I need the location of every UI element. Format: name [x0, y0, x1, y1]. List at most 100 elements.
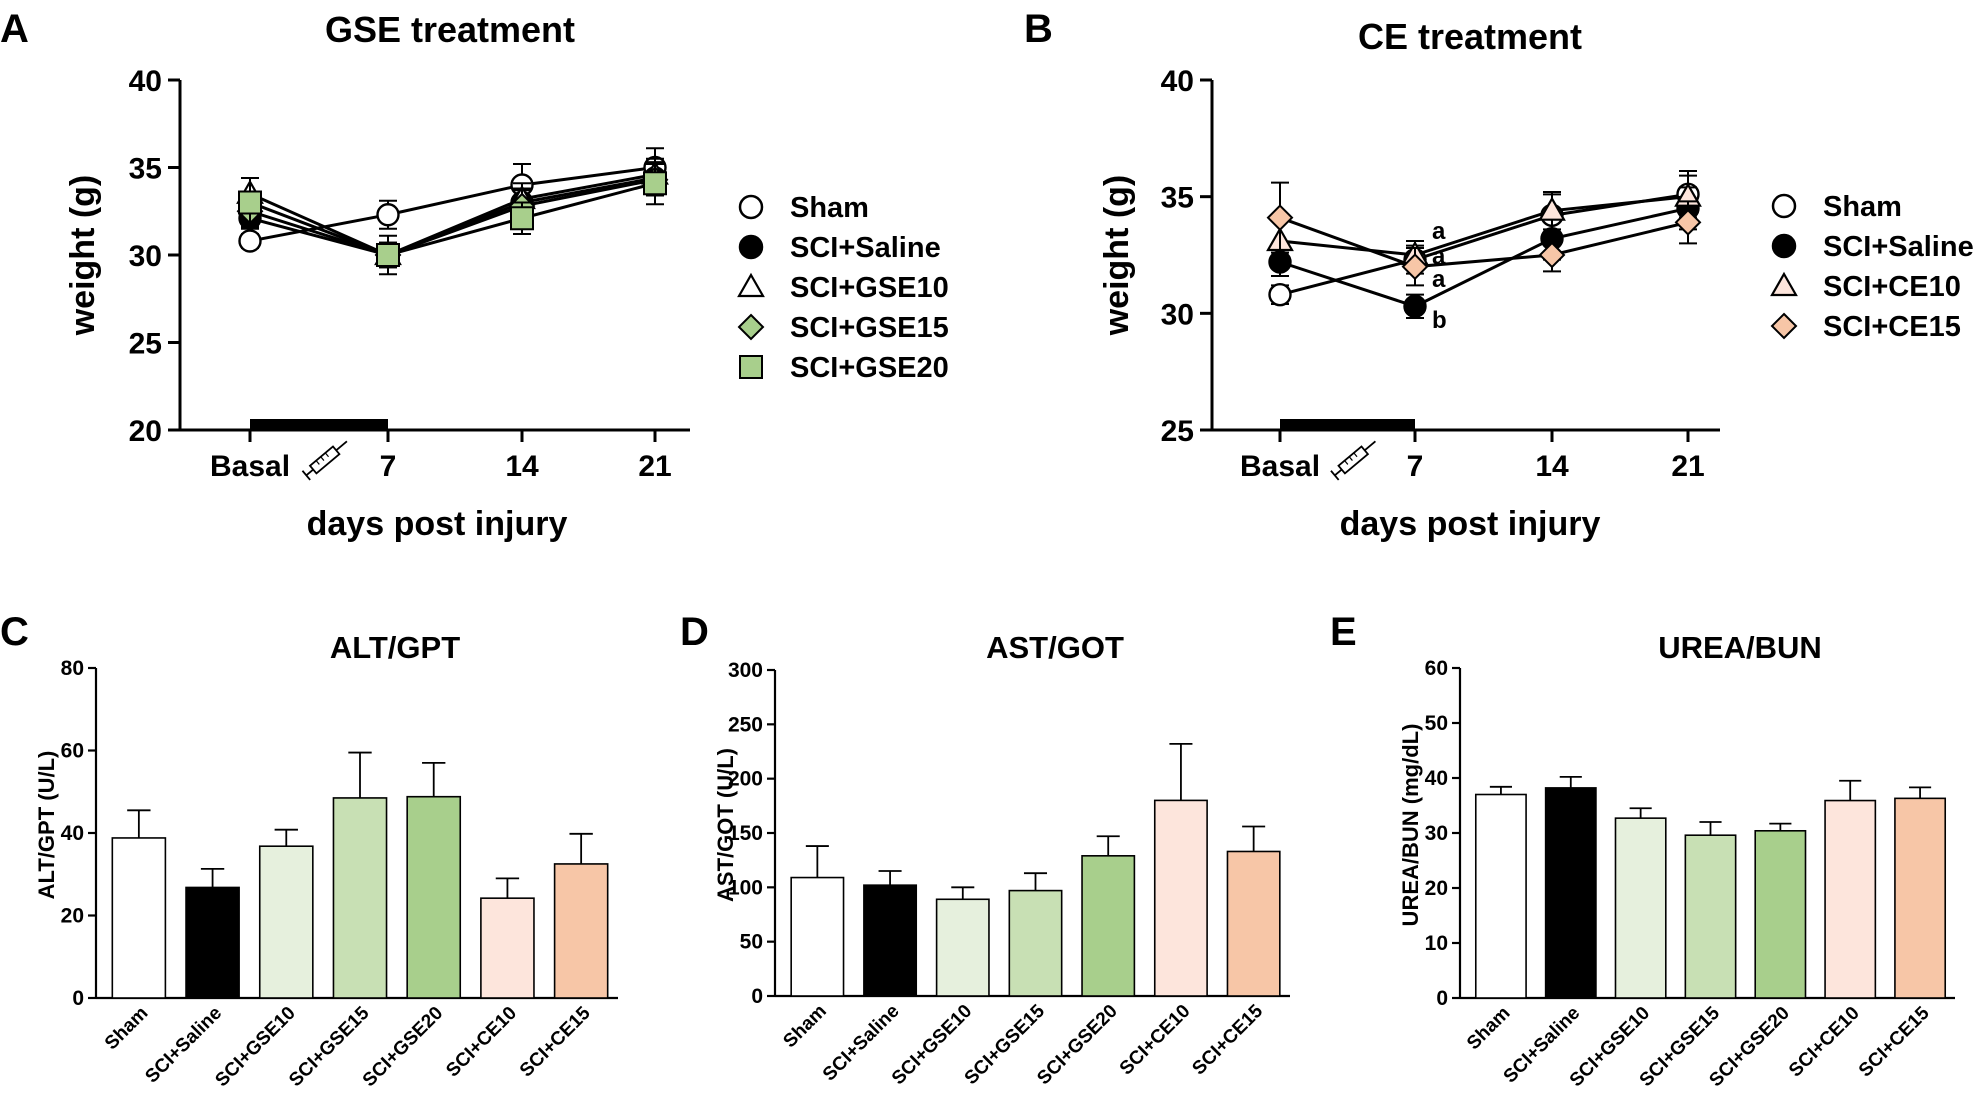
bar-sham: [111, 837, 167, 999]
y-tick-label-300: 300: [728, 659, 763, 682]
legend-marker-gse20: [739, 355, 763, 379]
y-tick-label-25: 25: [129, 328, 162, 361]
data-point-sci-saline: [1403, 294, 1427, 319]
syringe-needle: [1364, 440, 1376, 451]
chart-title-d: AST/GOT: [986, 630, 1124, 665]
y-tick-label-30: 30: [129, 240, 162, 273]
bar-sci-saline: [863, 884, 918, 997]
data-point-sham: [238, 229, 262, 253]
data-point-sham: [1268, 282, 1292, 307]
syringe-tick-1: [1348, 456, 1353, 461]
syringe-icon: [301, 440, 348, 481]
y-tick-label-150: 150: [728, 822, 763, 845]
bar-sci-ce15: [553, 863, 609, 999]
y-tick-label-0: 0: [751, 985, 763, 1008]
legend-marker-saline-b: [1771, 233, 1797, 259]
bar-sci-saline: [185, 886, 240, 999]
legend-marker-sham: [738, 194, 764, 220]
bar-sci-gse10: [258, 845, 314, 999]
y-tick-label-30: 30: [1161, 298, 1194, 331]
bar-sham: [790, 876, 845, 997]
series-line-sham: [1279, 192, 1689, 297]
x-tick-label-sci-ce10: SCI+CE10: [1116, 1001, 1195, 1080]
chart-title-b: CE treatment: [1358, 16, 1582, 57]
data-point-sci-gse20: [238, 190, 262, 215]
syringe-tick-0: [1344, 460, 1349, 465]
x-tick-label-sci-ce15: SCI+CE15: [1188, 1000, 1267, 1079]
x-tick-label-basal: Basal: [210, 450, 290, 483]
legend-label-gse10: SCI+GSE10: [790, 272, 949, 304]
legend-marker-gse10: [737, 272, 765, 298]
series-line-sci-ce15: [1279, 216, 1689, 269]
y-tick-label-20: 20: [61, 905, 84, 928]
series-line-sci-gse10: [249, 173, 656, 257]
legend-marker-gse15: [737, 313, 765, 341]
bar-sci-ce15: [1226, 850, 1281, 997]
bar-sci-gse20: [1081, 855, 1136, 997]
bar-sci-ce15: [1894, 797, 1947, 999]
y-tick-label-200: 200: [728, 768, 763, 791]
data-point-sci-ce15: [1538, 241, 1566, 269]
legend-marker-saline: [738, 234, 764, 260]
syringe-needle: [335, 440, 348, 451]
x-tick-label-14: 14: [1535, 450, 1569, 483]
bar-sci-gse20: [1754, 829, 1807, 999]
y-tick-label-40: 40: [129, 65, 162, 98]
x-tick-label-7: 7: [1407, 450, 1424, 483]
y-tick-label-100: 100: [728, 876, 763, 899]
data-point-sci-gse20: [643, 171, 667, 196]
syringe-plunger: [305, 468, 314, 477]
x-tick-label-sci-ce15: SCI+CE15: [1855, 1002, 1934, 1081]
bar-sci-gse15: [1008, 889, 1063, 997]
y-tick-label-40: 40: [1161, 65, 1194, 98]
x-axis-label-a: days post injury: [307, 505, 568, 543]
series-line-sci-saline: [1279, 206, 1689, 308]
y-tick-label-20: 20: [1425, 877, 1448, 900]
series-sci-saline: [1268, 186, 1700, 319]
data-point-sci-gse20: [376, 243, 400, 267]
x-tick-label-14: 14: [505, 450, 539, 483]
syringe-barrel: [308, 445, 341, 475]
syringe-plunger-head: [1330, 470, 1340, 481]
y-tick-label-40: 40: [1425, 767, 1448, 790]
y-tick-label-80: 80: [61, 657, 84, 680]
data-point-sci-ce10: [1538, 196, 1566, 221]
bar-chart-urea: 0102030405060ShamSCI+SalineSCI+GSE10SCI+…: [1425, 657, 1955, 1091]
legend-a: Sham SCI+Saline SCI+GSE10 SCI+GSE15 SCI+…: [737, 192, 949, 384]
y-tick-label-35: 35: [1161, 182, 1194, 215]
y-tick-label-30: 30: [1425, 822, 1448, 845]
y-axis-label-b: weight (g): [1098, 175, 1136, 337]
treatment-period-bar: [250, 419, 388, 430]
series-line-sci-ce10: [1279, 195, 1689, 257]
y-tick-label-50: 50: [740, 931, 763, 954]
x-tick-label-sci-ce10: SCI+CE10: [442, 1003, 521, 1082]
x-tick-label-sci-ce15: SCI+CE15: [516, 1002, 595, 1081]
panel-label-b: B: [1024, 7, 1053, 51]
legend-b: Sham SCI+Saline SCI+CE10 SCI+CE15: [1770, 191, 1974, 343]
panel-label-d: D: [680, 610, 709, 654]
y-tick-label-60: 60: [61, 740, 84, 763]
legend-label-sham-b: Sham: [1823, 191, 1902, 223]
y-axis-label-d: AST/GOT (U/L): [713, 748, 738, 902]
x-tick-label-sham: Sham: [779, 1001, 830, 1052]
syringe-tick-2: [1353, 452, 1358, 458]
y-tick-label-0: 0: [1436, 987, 1448, 1010]
line-chart-gse: 20 25 30 35 40 Basal 7 14 21: [129, 65, 690, 483]
y-tick-label-50: 50: [1425, 712, 1448, 735]
y-tick-label-25: 25: [1161, 415, 1194, 448]
data-point-sci-ce15: [1674, 208, 1702, 236]
syringe-tick-0: [315, 460, 320, 465]
y-tick-label-0: 0: [72, 987, 84, 1010]
x-tick-label-sci-ce10: SCI+CE10: [1785, 1003, 1864, 1082]
bar-sci-ce10: [1153, 799, 1208, 997]
bar-chart-alt: 020406080ShamSCI+SalineSCI+GSE10SCI+GSE1…: [61, 657, 618, 1091]
syringe-tick-2: [324, 452, 329, 458]
syringe-tick-1: [320, 456, 325, 461]
bar-sci-gse15: [1684, 834, 1737, 999]
syringe-plunger: [1334, 468, 1343, 477]
x-tick-label-21: 21: [638, 450, 671, 483]
legend-label-ce15: SCI+CE15: [1823, 311, 1961, 343]
chart-title-e: UREA/BUN: [1658, 630, 1822, 665]
